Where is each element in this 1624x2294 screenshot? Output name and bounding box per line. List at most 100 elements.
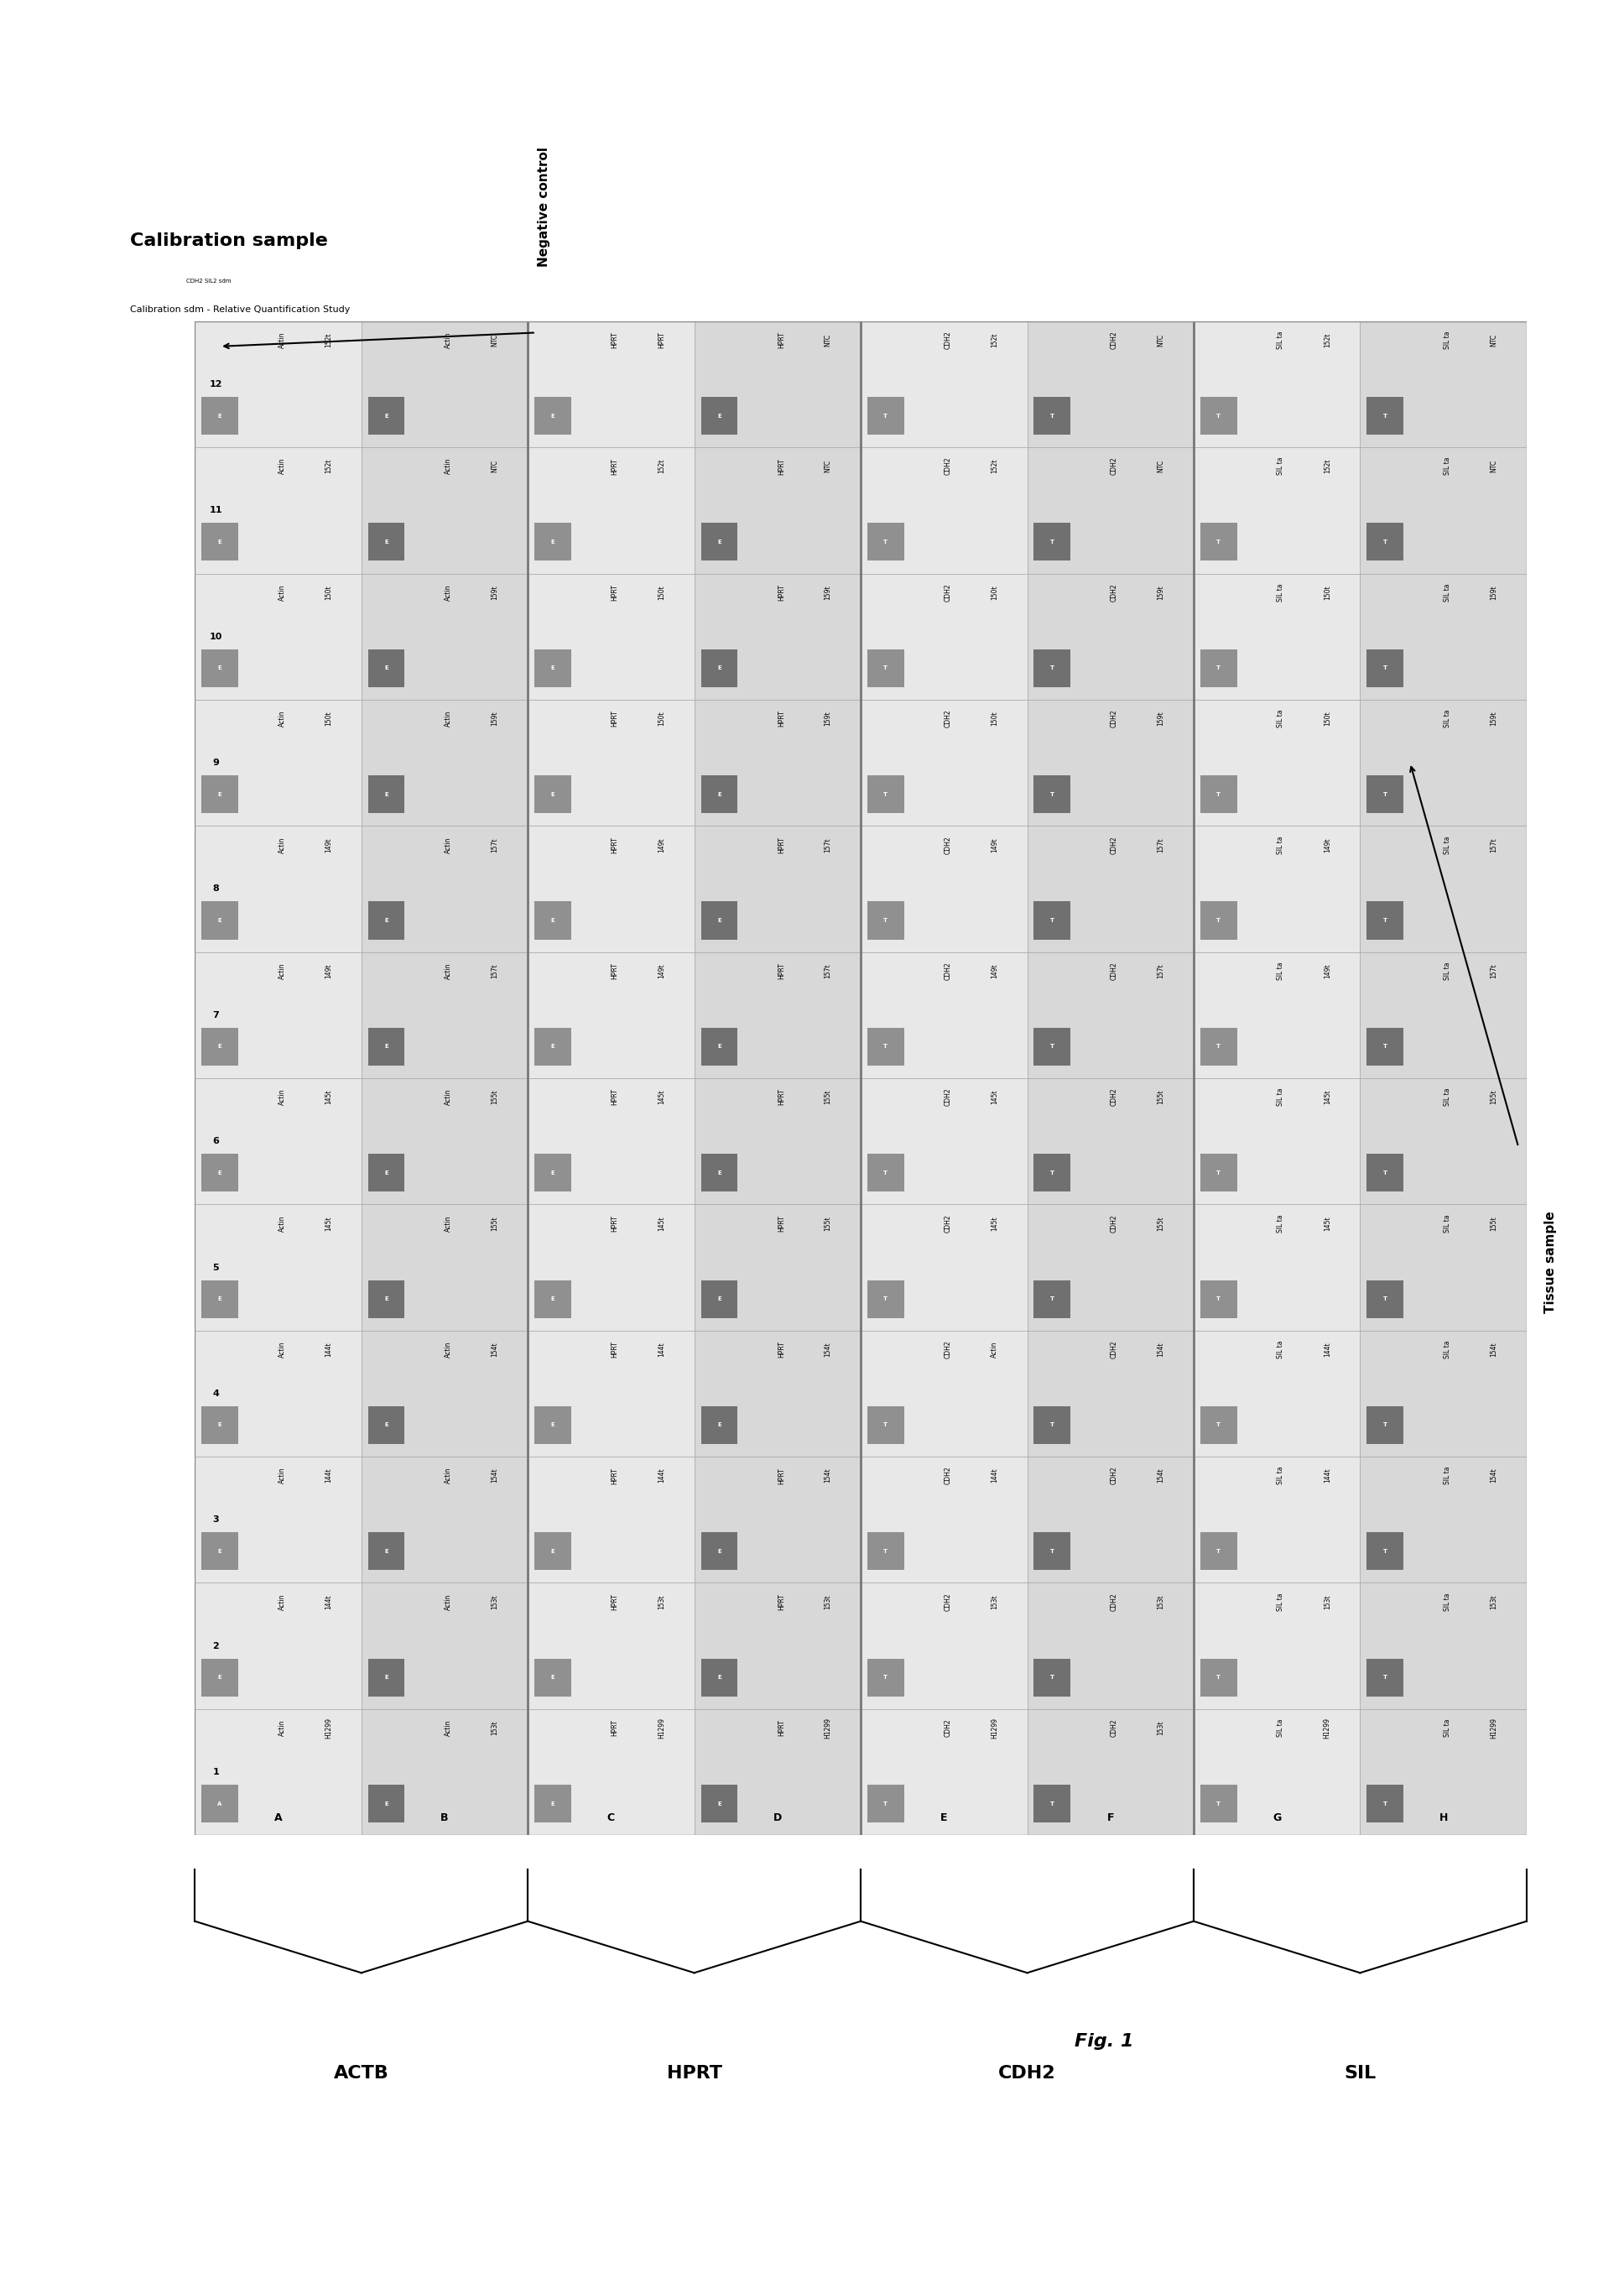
Bar xyxy=(702,1154,737,1193)
Text: 152t: 152t xyxy=(325,459,333,473)
Text: 154t: 154t xyxy=(1489,1342,1497,1356)
Text: HPRT: HPRT xyxy=(778,333,784,349)
Bar xyxy=(528,321,695,1835)
Text: T: T xyxy=(1216,539,1221,544)
Bar xyxy=(1028,1583,1194,1709)
Bar xyxy=(195,1078,361,1204)
Text: 157t: 157t xyxy=(1489,963,1497,977)
Bar xyxy=(702,902,737,941)
Text: A: A xyxy=(274,1812,283,1824)
Text: CDH2 SIL2 sdm: CDH2 SIL2 sdm xyxy=(187,278,232,284)
Bar xyxy=(867,1532,905,1569)
Text: T: T xyxy=(1216,1675,1221,1679)
Bar xyxy=(534,1028,572,1064)
Bar xyxy=(693,447,861,574)
Bar xyxy=(1194,700,1359,826)
Text: G: G xyxy=(1273,1812,1281,1824)
Bar xyxy=(1028,1204,1194,1331)
Text: T: T xyxy=(1384,1801,1387,1805)
Text: HPRT: HPRT xyxy=(611,1342,619,1358)
Text: E: E xyxy=(218,1548,222,1553)
Text: 155t: 155t xyxy=(823,1090,831,1103)
Text: CDH2: CDH2 xyxy=(1111,1214,1117,1232)
Text: 144t: 144t xyxy=(325,1342,333,1356)
Bar xyxy=(361,321,528,447)
Bar xyxy=(195,447,361,574)
Bar xyxy=(693,952,861,1078)
Text: T: T xyxy=(1384,918,1387,922)
Text: T: T xyxy=(883,539,888,544)
Bar xyxy=(1359,1078,1527,1204)
Text: 153t: 153t xyxy=(490,1594,499,1608)
Bar xyxy=(1200,1028,1237,1064)
Bar xyxy=(1367,775,1403,814)
Bar xyxy=(693,1078,861,1204)
Bar xyxy=(528,952,695,1078)
Bar xyxy=(1200,1785,1237,1821)
Text: T: T xyxy=(1051,1801,1054,1805)
Bar xyxy=(1194,952,1359,1078)
Bar xyxy=(861,321,1028,1835)
Bar xyxy=(534,649,572,688)
Bar xyxy=(195,574,361,700)
Text: T: T xyxy=(1216,1170,1221,1175)
Bar xyxy=(1367,1280,1403,1317)
Text: SIL ta: SIL ta xyxy=(1444,1718,1450,1737)
Bar xyxy=(195,1331,361,1457)
Bar xyxy=(201,1028,239,1064)
Text: 144t: 144t xyxy=(658,1468,666,1482)
Text: 144t: 144t xyxy=(325,1468,333,1482)
Bar xyxy=(702,649,737,688)
Text: 159t: 159t xyxy=(1489,585,1497,599)
Bar xyxy=(361,1583,528,1709)
Text: HPRT: HPRT xyxy=(611,333,619,349)
Text: T: T xyxy=(883,1422,888,1427)
Text: 154t: 154t xyxy=(490,1342,499,1356)
Text: E: E xyxy=(718,665,721,670)
Text: 153t: 153t xyxy=(1156,1594,1164,1608)
Text: SIL ta: SIL ta xyxy=(1444,1087,1450,1106)
Bar xyxy=(861,321,1028,447)
Bar xyxy=(1034,397,1070,436)
Text: 149t: 149t xyxy=(1324,837,1332,851)
Text: 149t: 149t xyxy=(991,963,999,977)
Text: E: E xyxy=(940,1812,947,1824)
Text: 145t: 145t xyxy=(1324,1090,1332,1103)
Bar xyxy=(693,1457,861,1583)
Bar xyxy=(861,952,1028,1078)
Text: Actin: Actin xyxy=(278,1720,286,1737)
Bar xyxy=(361,1331,528,1457)
Text: 144t: 144t xyxy=(325,1594,333,1608)
Bar xyxy=(867,1280,905,1317)
Bar xyxy=(195,700,361,826)
Bar xyxy=(1194,574,1359,700)
Bar xyxy=(861,1331,1028,1457)
Text: SIL ta: SIL ta xyxy=(1444,1466,1450,1484)
Text: CDH2: CDH2 xyxy=(1111,1592,1117,1610)
Bar xyxy=(1034,902,1070,941)
Text: E: E xyxy=(718,413,721,418)
Bar xyxy=(1028,1457,1194,1583)
Text: A: A xyxy=(218,1801,222,1805)
Text: Actin: Actin xyxy=(445,333,451,349)
Bar xyxy=(1194,1709,1359,1835)
Bar xyxy=(867,1785,905,1821)
Text: E: E xyxy=(218,665,222,670)
Text: E: E xyxy=(218,413,222,418)
Text: SIL ta: SIL ta xyxy=(1276,1340,1285,1358)
Bar xyxy=(861,574,1028,700)
Text: H: H xyxy=(1439,1812,1447,1824)
Bar xyxy=(361,574,528,700)
Text: 154t: 154t xyxy=(1489,1468,1497,1482)
Text: NTC: NTC xyxy=(1489,333,1497,346)
Bar xyxy=(702,1028,737,1064)
Bar xyxy=(1359,447,1527,574)
Text: CDH2: CDH2 xyxy=(944,961,952,980)
Text: Actin: Actin xyxy=(278,459,286,475)
Bar xyxy=(534,1280,572,1317)
Text: E: E xyxy=(718,1422,721,1427)
Bar xyxy=(693,1709,861,1835)
Text: 150t: 150t xyxy=(1324,585,1332,599)
Text: Actin: Actin xyxy=(445,585,451,601)
Text: Calibration sdm - Relative Quantification Study: Calibration sdm - Relative Quantificatio… xyxy=(130,305,351,314)
